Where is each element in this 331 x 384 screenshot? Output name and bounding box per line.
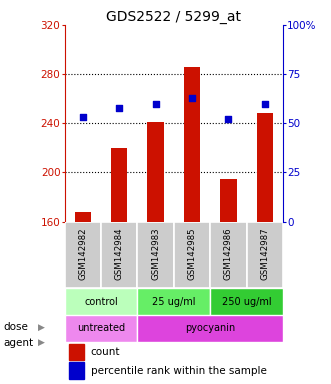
Bar — [210, 222, 247, 288]
Text: control: control — [84, 296, 118, 306]
Bar — [210, 288, 283, 315]
Point — [189, 94, 195, 101]
Bar — [101, 222, 137, 288]
Point — [117, 104, 122, 111]
Point — [153, 101, 158, 107]
Bar — [69, 362, 84, 379]
Bar — [247, 222, 283, 288]
Text: percentile rank within the sample: percentile rank within the sample — [91, 366, 267, 376]
Point — [226, 116, 231, 122]
Text: 250 ug/ml: 250 ug/ml — [222, 296, 271, 306]
Text: ▶: ▶ — [38, 323, 45, 332]
Bar — [69, 344, 84, 360]
Text: 25 ug/ml: 25 ug/ml — [152, 296, 196, 306]
Bar — [184, 67, 200, 222]
Text: GSM142986: GSM142986 — [224, 227, 233, 280]
Text: agent: agent — [3, 338, 33, 348]
Text: GSM142982: GSM142982 — [78, 227, 87, 280]
Bar — [65, 315, 137, 341]
Text: pyocyanin: pyocyanin — [185, 323, 235, 333]
Bar — [257, 113, 273, 222]
Bar — [111, 148, 127, 222]
Text: dose: dose — [3, 322, 28, 332]
Bar — [65, 222, 101, 288]
Bar — [137, 315, 283, 341]
Text: count: count — [91, 347, 120, 357]
Text: GSM142984: GSM142984 — [115, 227, 124, 280]
Text: GSM142983: GSM142983 — [151, 227, 160, 280]
Text: ▶: ▶ — [38, 338, 45, 347]
Title: GDS2522 / 5299_at: GDS2522 / 5299_at — [106, 10, 241, 24]
Text: GSM142985: GSM142985 — [187, 227, 197, 280]
Point — [262, 101, 267, 107]
Point — [80, 114, 85, 121]
Bar — [74, 212, 91, 222]
Bar — [174, 222, 210, 288]
Bar — [147, 122, 164, 222]
Text: GSM142987: GSM142987 — [260, 227, 269, 280]
Bar — [65, 288, 137, 315]
Text: untreated: untreated — [77, 323, 125, 333]
Bar — [220, 179, 237, 222]
Bar — [137, 288, 210, 315]
Bar — [137, 222, 174, 288]
